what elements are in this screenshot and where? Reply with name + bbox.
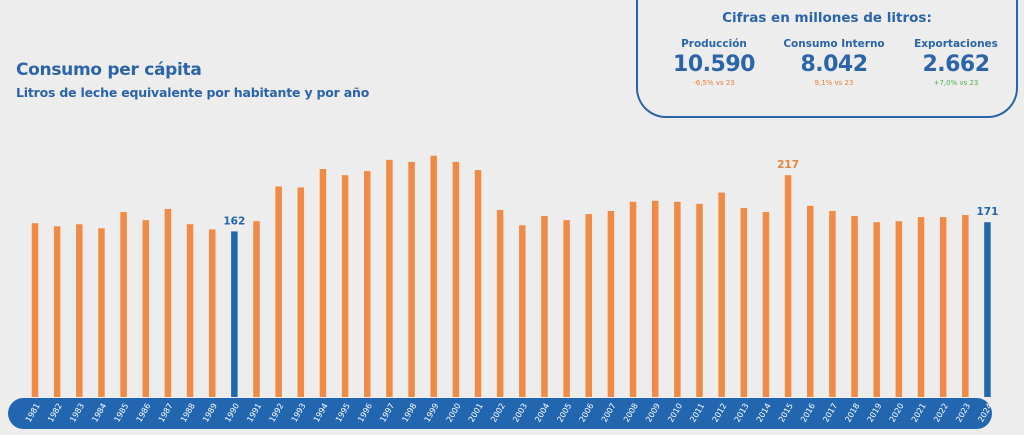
bar-2004: [541, 216, 548, 397]
bar-1998: [408, 161, 415, 397]
chart-subtitle: Litros de leche equivalente por habitant…: [16, 85, 370, 100]
stat-label: Exportaciones: [914, 38, 998, 50]
bar-2016: [807, 205, 814, 397]
stats-panel: Cifras en millones de litros: Producción…: [636, 0, 1018, 118]
bar-1990: [231, 231, 238, 397]
bar-2019: [873, 222, 880, 397]
stat-label: Producción: [681, 38, 747, 50]
stat-value: 10.590: [673, 52, 755, 77]
bar-1995: [341, 175, 349, 397]
bar-1981: [31, 223, 39, 397]
bar-1997: [386, 159, 393, 397]
bar-2024: [984, 222, 991, 397]
data-label-2024: 171: [976, 206, 998, 218]
bar-2021: [917, 217, 925, 397]
bar-2011: [696, 203, 703, 397]
stat-consumo-interno: Consumo Interno 8.042 9,1% vs 23: [774, 38, 894, 87]
bar-2000: [452, 161, 460, 397]
bar-2020: [895, 221, 903, 397]
bar-2003: [519, 225, 526, 397]
bar-1999: [430, 155, 437, 397]
data-label-2015: 217: [777, 159, 799, 171]
stat-produccion: Producción 10.590 -6,5% vs 23: [654, 38, 774, 87]
stat-change: 9,1% vs 23: [814, 79, 854, 87]
bar-2013: [740, 207, 748, 397]
stat-change: -6,5% vs 23: [693, 79, 735, 87]
bar-1989: [208, 229, 216, 397]
bar-1994: [319, 169, 327, 397]
bar-2018: [851, 216, 858, 397]
bar-2017: [829, 210, 836, 397]
bar-2007: [607, 210, 615, 397]
bar-1991: [253, 221, 260, 397]
x-axis-band: [8, 398, 992, 429]
bar-2001: [474, 170, 482, 397]
chart-title: Consumo per cápita: [16, 60, 202, 80]
bar-2022: [939, 217, 947, 397]
stat-label: Consumo Interno: [783, 38, 885, 50]
bar-2010: [674, 201, 681, 397]
bar-1982: [53, 226, 61, 397]
bar-2023: [962, 215, 969, 397]
stat-change: +7,0% vs 23: [933, 79, 979, 87]
bar-2008: [629, 201, 637, 397]
stat-exportaciones: Exportaciones 2.662 +7,0% vs 23: [896, 38, 1016, 87]
bar-2002: [496, 209, 504, 397]
bar-1996: [364, 171, 371, 397]
bar-2015: [784, 175, 792, 397]
bar-1993: [297, 187, 305, 397]
bar-1992: [275, 186, 282, 397]
bar-1986: [142, 220, 149, 397]
bar-1984: [98, 228, 105, 397]
bar-2012: [718, 192, 725, 397]
title-block: Consumo per cápita Litros de leche equiv…: [16, 60, 369, 100]
bar-2014: [762, 211, 770, 397]
bar-2005: [563, 220, 570, 397]
stat-value: 8.042: [800, 52, 868, 77]
bar-1987: [164, 208, 172, 397]
bar-2009: [651, 200, 659, 397]
bar-1985: [120, 211, 127, 397]
bar-2006: [585, 214, 592, 397]
stats-heading: Cifras en millones de litros:: [722, 10, 932, 26]
data-label-1990: 162: [223, 215, 245, 227]
stat-value: 2.662: [922, 52, 990, 77]
bar-1983: [76, 224, 83, 397]
bar-1988: [186, 224, 194, 397]
